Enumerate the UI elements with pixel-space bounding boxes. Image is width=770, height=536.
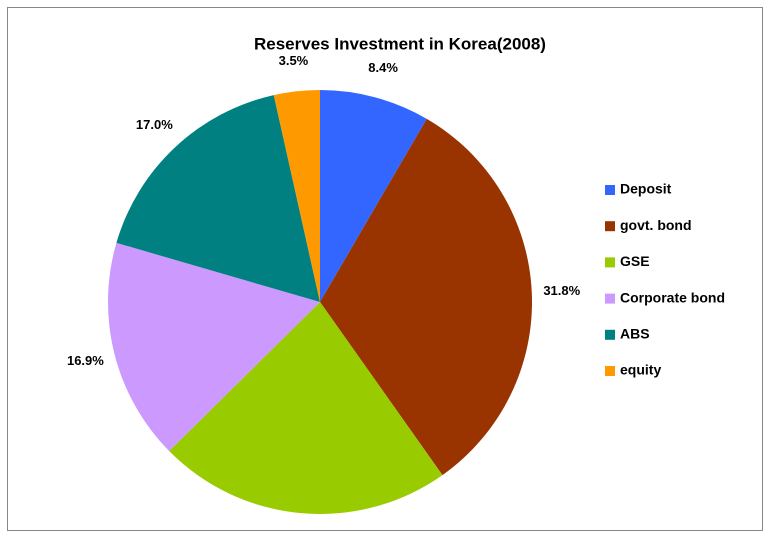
legend-label: equity [620,362,661,378]
legend-swatch [605,366,615,376]
pie-slice [320,90,427,302]
pie-slice [273,90,320,302]
chart-title: Reserves Investment in Korea(2008) [254,34,546,53]
legend-label: GSE [620,253,650,269]
legend-swatch [605,257,615,268]
pie-slice [320,118,532,476]
data-label: 16.9% [67,353,104,368]
data-label: 22.4% [280,535,317,536]
pie-slice [107,242,321,451]
pie-slice [116,95,320,302]
pie-slice [169,302,443,514]
legend-swatch [605,185,615,195]
data-label: 31.8% [543,283,580,298]
legend-swatch [605,329,615,340]
legend-label: Deposit [620,181,672,197]
data-label: 17.0% [136,117,173,132]
legend-label: Corporate bond [620,289,725,305]
legend-swatch [605,221,615,232]
data-label: 8.4% [368,60,398,75]
legend-label: ABS [620,326,650,342]
data-label: 3.5% [279,53,309,68]
legend-swatch [605,293,615,304]
legend-label: govt. bond [620,217,692,233]
